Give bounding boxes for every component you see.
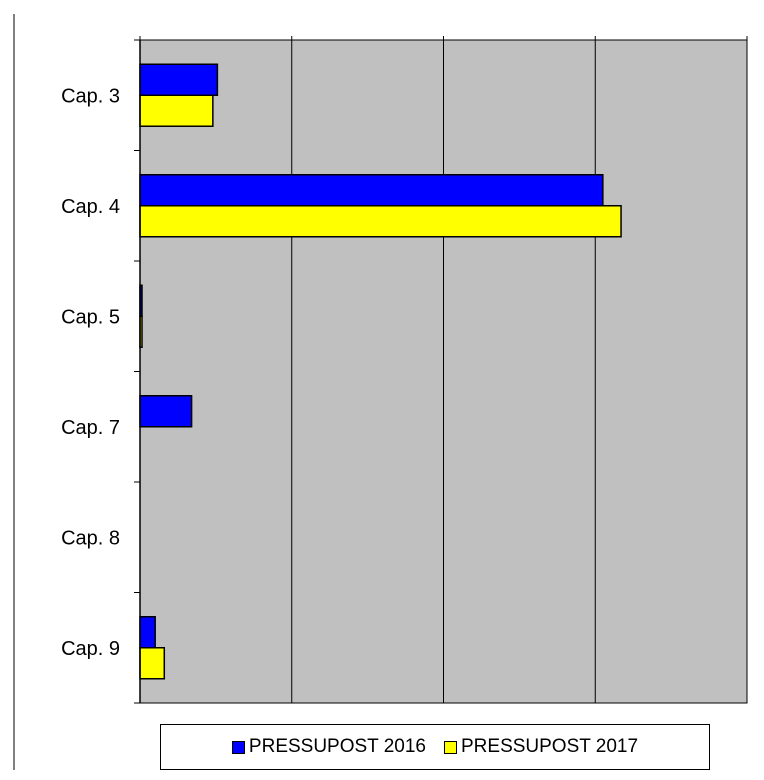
category-label-cap-7: Cap. 7 [61, 417, 120, 439]
legend-label-2017: PRESSUPOST 2017 [461, 736, 639, 757]
legend-swatch-2017 [444, 740, 457, 754]
bar-cap-4-2 [139, 205, 622, 238]
category-label-cap-5: Cap. 5 [61, 306, 120, 328]
bars [139, 63, 622, 680]
gridlines [291, 40, 596, 703]
y-axis [134, 36, 748, 704]
legend: PRESSUPOST 2016 PRESSUPOST 2017 [160, 724, 710, 770]
legend-label-2016: PRESSUPOST 2016 [248, 736, 426, 757]
legend-item-2016: PRESSUPOST 2016 [231, 736, 426, 758]
legend-swatch-2016 [231, 740, 245, 754]
legend-item-2017: PRESSUPOST 2017 [444, 736, 638, 758]
bar-cap-3-1 [139, 63, 219, 96]
bar-cap-9-2 [139, 647, 166, 680]
bar-cap-9-1 [139, 616, 156, 649]
category-label-cap-8: Cap. 8 [61, 527, 120, 549]
bar-cap-3-2 [139, 94, 214, 127]
category-label-cap-4: Cap. 4 [61, 196, 120, 218]
bar-cap-4-1 [139, 174, 604, 207]
category-label-cap-3: Cap. 3 [61, 85, 120, 107]
bar-cap-7-1 [139, 395, 193, 428]
category-label-cap-9: Cap. 9 [61, 638, 120, 660]
category-labels: Cap. 3 Cap. 4 Cap. 5 Cap. 7 Cap. 8 Cap. 9 [61, 85, 120, 660]
